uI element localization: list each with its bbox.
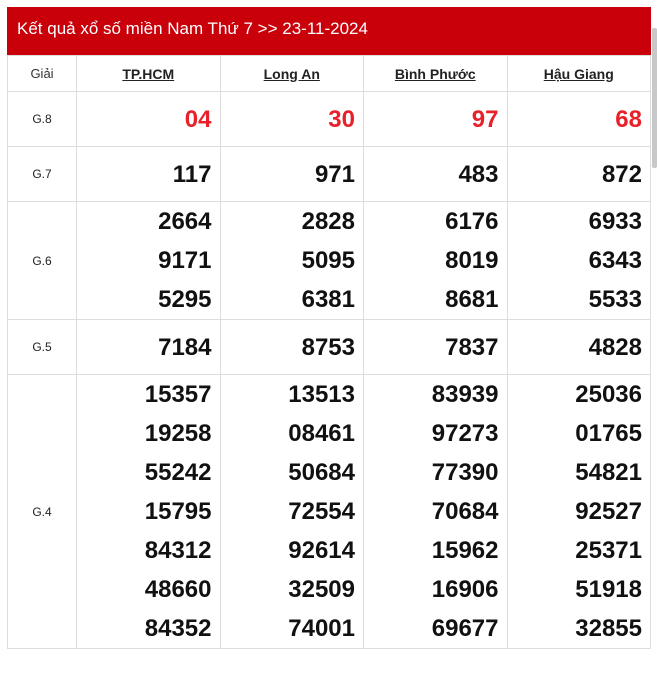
result-number: 55242 [144, 459, 212, 486]
prize-label: G.4 [7, 374, 77, 649]
results-panel: Kết quả xổ số miền Nam Thứ 7 >> 23-11-20… [7, 7, 651, 649]
result-number: 6933 [588, 208, 642, 235]
prize-header: Giải [7, 55, 77, 92]
result-number: 30 [328, 105, 355, 133]
result-number: 84352 [144, 615, 212, 642]
result-cell: 6933 6343 5533 [506, 201, 651, 320]
result-cell: 15357 19258 55242 15795 84312 48660 84352 [76, 374, 221, 649]
result-cell: 83939 97273 77390 70684 15962 16906 69677 [363, 374, 508, 649]
prize-row: G.5 7184 8753 7837 4828 [7, 319, 651, 375]
results-table: Giải TP.HCM Long An Bình Phước Hậu Giang… [7, 55, 651, 649]
result-number: 15962 [431, 537, 499, 564]
result-number: 97273 [431, 420, 499, 447]
result-number: 04 [184, 105, 212, 133]
result-number: 6343 [588, 247, 642, 274]
result-number: 8019 [445, 247, 499, 274]
result-number: 15795 [144, 498, 212, 525]
result-number: 19258 [144, 420, 212, 447]
result-cell: 4828 [506, 319, 651, 375]
prize-row: G.8 04 30 97 68 [7, 91, 651, 147]
result-cell: 2664 9171 5295 [76, 201, 221, 320]
result-number: 8681 [445, 286, 499, 313]
result-cell: 13513 08461 50684 72554 92614 32509 74001 [219, 374, 364, 649]
result-number: 77390 [431, 459, 499, 486]
province-header: Long An [219, 55, 364, 92]
result-number: 7184 [158, 333, 212, 361]
result-number: 7837 [445, 333, 499, 361]
province-link-binh-phuoc[interactable]: Bình Phước [394, 65, 476, 82]
prize-row: G.6 2664 9171 5295 2828 5095 6381 6176 8019 8681 6… [7, 201, 651, 320]
result-number: 971 [314, 160, 355, 188]
result-number: 6176 [445, 208, 499, 235]
result-number: 5095 [301, 247, 355, 274]
result-number: 83939 [431, 381, 499, 408]
result-cell: 30 [219, 91, 364, 147]
result-number: 25371 [575, 537, 642, 564]
province-link-long-an[interactable]: Long An [263, 65, 320, 82]
result-number: 32855 [575, 615, 642, 642]
results-title: Kết quả xổ số miền Nam Thứ 7 >> 23-11-20… [7, 7, 651, 55]
prize-row: G.7 117 971 483 872 [7, 146, 651, 202]
province-header: Bình Phước [363, 55, 508, 92]
result-cell: 7837 [363, 319, 508, 375]
province-header: TP.HCM [76, 55, 221, 92]
province-link-tphcm[interactable]: TP.HCM [122, 65, 175, 82]
result-number: 48660 [144, 576, 212, 603]
result-number: 72554 [288, 498, 355, 525]
result-cell: 872 [506, 146, 651, 202]
result-number: 5295 [158, 286, 212, 313]
result-number: 92614 [288, 537, 355, 564]
province-link-hau-giang[interactable]: Hậu Giang [543, 65, 614, 82]
result-number: 69677 [431, 615, 499, 642]
result-number: 08461 [288, 420, 355, 447]
result-number: 25036 [575, 381, 642, 408]
result-number: 68 [615, 105, 642, 133]
result-number: 92527 [575, 498, 642, 525]
result-number: 97 [471, 105, 499, 133]
result-number: 01765 [575, 420, 642, 447]
result-number: 117 [172, 160, 212, 188]
prize-label: G.6 [7, 201, 77, 320]
prize-label: G.5 [7, 319, 77, 375]
result-number: 84312 [144, 537, 212, 564]
result-number: 2664 [158, 208, 212, 235]
result-number: 8753 [301, 333, 355, 361]
result-cell: 8753 [219, 319, 364, 375]
result-cell: 2828 5095 6381 [219, 201, 364, 320]
prize-label: G.7 [7, 146, 77, 202]
prize-row: G.4 15357 19258 55242 15795 84312 48660 84352 13… [7, 374, 651, 649]
result-number: 9171 [158, 247, 212, 274]
result-number: 16906 [431, 576, 499, 603]
result-cell: 7184 [76, 319, 221, 375]
result-number: 6381 [301, 286, 355, 313]
result-number: 70684 [431, 498, 499, 525]
result-cell: 68 [506, 91, 651, 147]
result-cell: 04 [76, 91, 221, 147]
result-cell: 6176 8019 8681 [363, 201, 508, 320]
result-number: 4828 [588, 333, 642, 361]
header-row: Giải TP.HCM Long An Bình Phước Hậu Giang [7, 55, 651, 92]
result-number: 50684 [288, 459, 355, 486]
result-number: 51918 [575, 576, 642, 603]
result-cell: 25036 01765 54821 92527 25371 51918 32855 [506, 374, 651, 649]
province-header: Hậu Giang [506, 55, 651, 92]
result-number: 54821 [575, 459, 642, 486]
result-number: 5533 [588, 286, 642, 313]
result-cell: 971 [219, 146, 364, 202]
scrollbar[interactable] [652, 28, 657, 168]
result-cell: 97 [363, 91, 508, 147]
result-cell: 483 [363, 146, 508, 202]
result-number: 15357 [144, 381, 212, 408]
result-number: 13513 [288, 381, 355, 408]
result-number: 2828 [301, 208, 355, 235]
result-number: 32509 [288, 576, 355, 603]
result-number: 483 [458, 160, 499, 188]
prize-label: G.8 [7, 91, 77, 147]
result-number: 74001 [288, 615, 355, 642]
result-cell: 117 [76, 146, 221, 202]
result-number: 872 [601, 160, 642, 188]
